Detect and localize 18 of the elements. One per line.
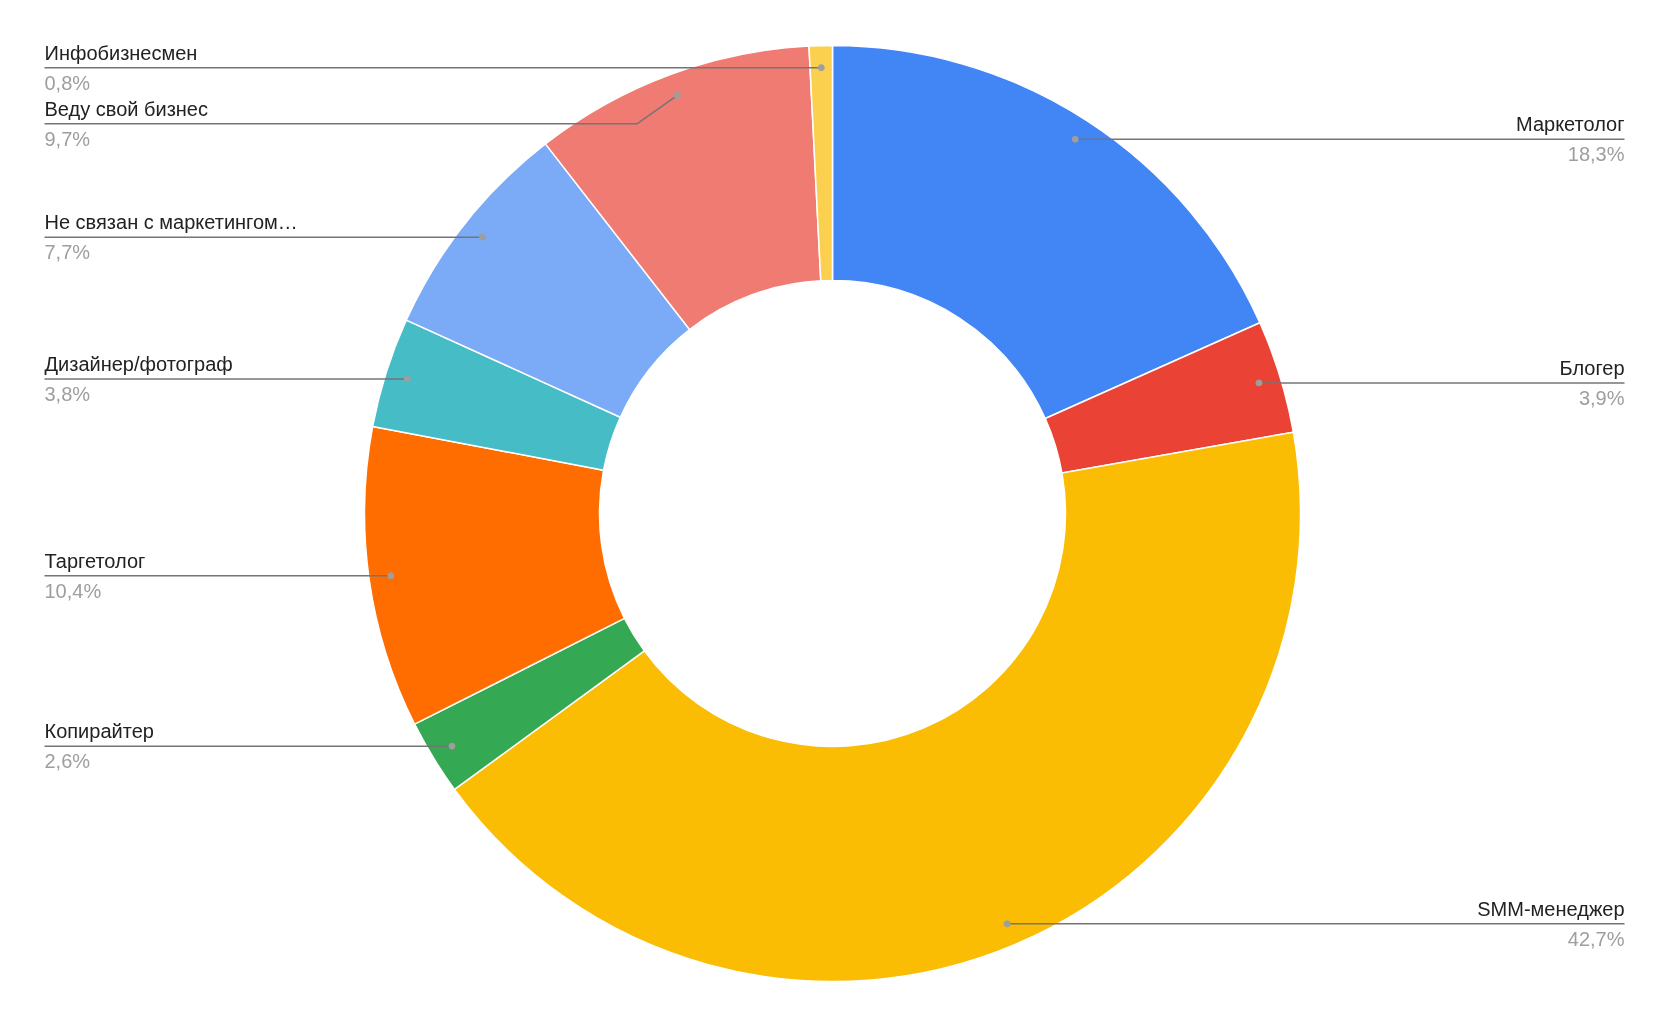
slice-label: Не связан с маркетингом… xyxy=(44,211,298,234)
slice-label: Веду свой бизнес xyxy=(44,97,208,120)
data-label: 3,8% xyxy=(44,382,91,405)
slice-label: SMM-менеджер xyxy=(1477,897,1625,920)
data-label: 10,4% xyxy=(44,579,102,602)
data-label: 0,8% xyxy=(44,71,91,94)
slice-label: Блогер xyxy=(1559,356,1625,379)
slice-label: Дизайнер/фотограф xyxy=(44,352,233,375)
data-label: 18,3% xyxy=(1567,143,1625,166)
data-label: 9,7% xyxy=(44,127,91,150)
data-label: 42,7% xyxy=(1567,927,1625,950)
slice-label: Таргетолог xyxy=(44,549,146,572)
data-label: 2,6% xyxy=(44,750,91,773)
data-label: 7,7% xyxy=(44,241,91,264)
slice-label: Маркетолог xyxy=(1516,113,1625,136)
slice-label: Копирайтер xyxy=(44,720,154,743)
slice-label: Инфобизнесмен xyxy=(44,41,198,64)
data-label: 3,9% xyxy=(1578,386,1625,409)
